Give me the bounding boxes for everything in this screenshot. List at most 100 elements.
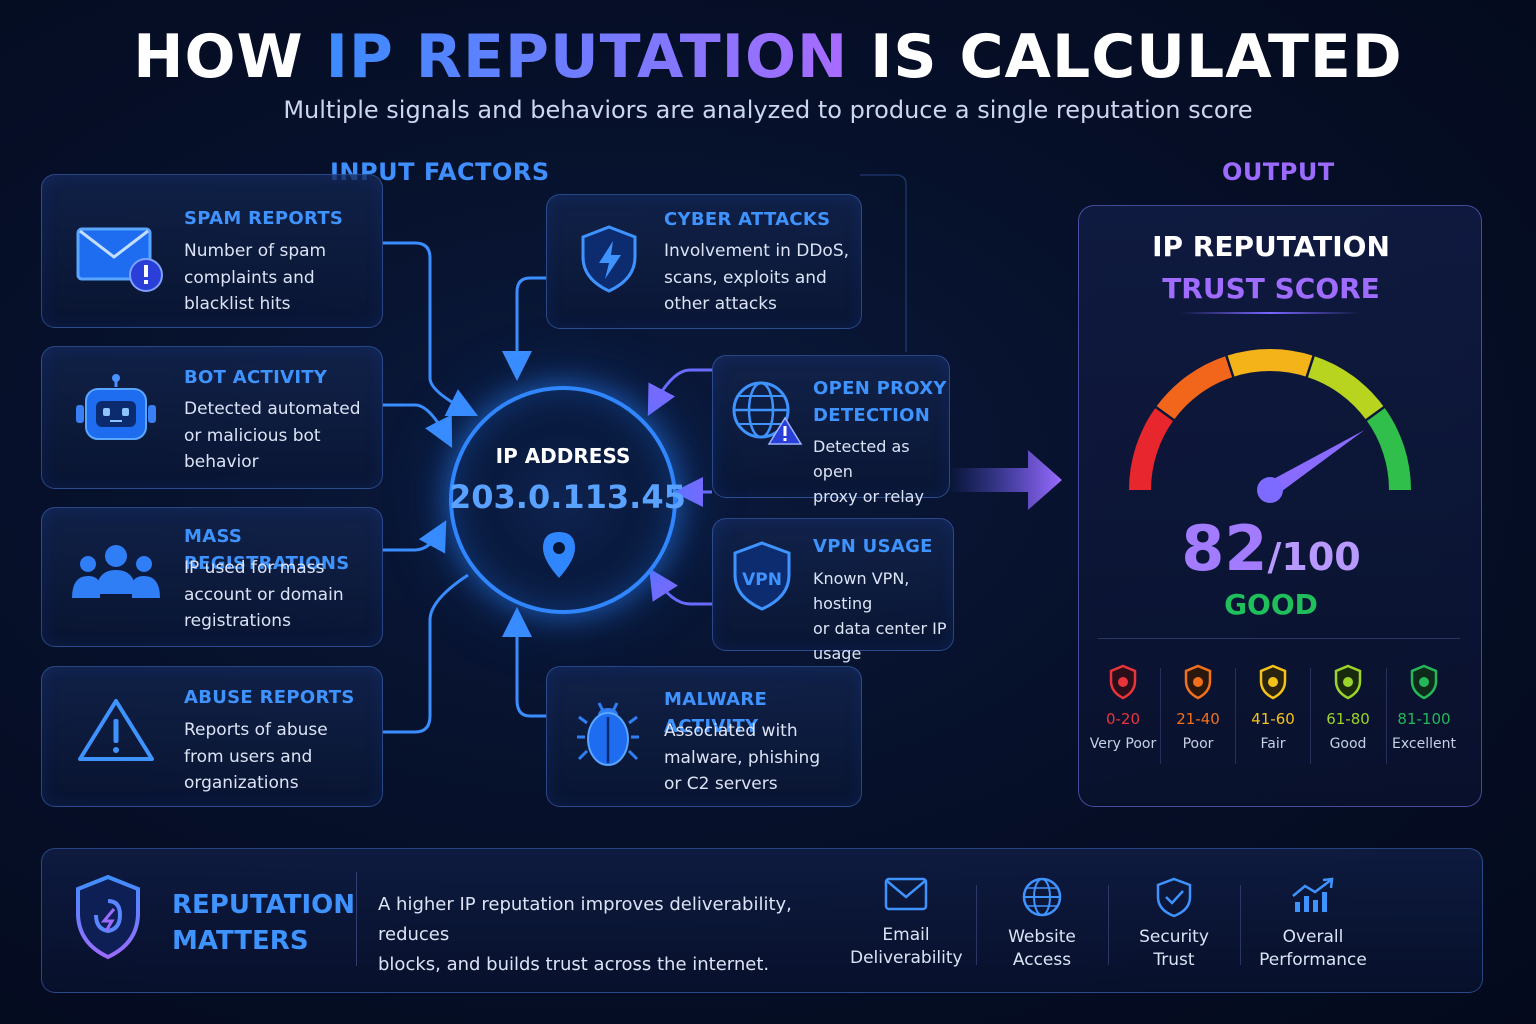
footer-text: A higher IP reputation improves delivera…: [378, 894, 792, 975]
factor-title: ABUSE REPORTS: [184, 687, 355, 708]
gauge-segment: [1155, 355, 1234, 421]
shield-check-icon: [1156, 877, 1192, 918]
factor-desc: Associated with malware, phishing or C2 se…: [664, 721, 821, 794]
gauge-segment: [1306, 355, 1385, 421]
robot-icon: [76, 374, 156, 440]
factor-card-cyber[interactable]: CYBER ATTACKS Involvement in DDoS, scans,…: [546, 194, 862, 329]
factor-title: MASS REGISTRATIONS: [184, 526, 350, 574]
benefit-label: Overall Performance: [1259, 927, 1367, 970]
factor-desc: Involvement in DDoS, scans, exploits and o…: [664, 241, 850, 314]
score-band-fair: 41-60 Fair: [1236, 664, 1310, 752]
envelope-warning-icon: [76, 227, 163, 292]
factor-title: BOT ACTIVITY: [184, 367, 328, 388]
connector-proxy: [647, 368, 712, 416]
band-shield-icon: [1334, 664, 1362, 700]
factor-title: VPN USAGE: [813, 536, 933, 557]
globe-icon: [1022, 877, 1062, 917]
envelope-icon: [884, 877, 928, 911]
band-shield-icon: [1109, 664, 1137, 700]
ip-address-label: IP ADDRESS: [495, 444, 631, 468]
band-shield-icon: [1184, 664, 1212, 700]
gauge-segment: [1129, 407, 1174, 491]
score-band-excellent: 81-100 Excellent: [1387, 664, 1461, 752]
benefit-label: Email Deliverability: [850, 925, 963, 968]
output-arrow: [948, 450, 1062, 510]
factor-desc: Number of spam complaints and blacklist hi…: [184, 241, 327, 314]
footer-panel: [41, 848, 1483, 993]
warning-triangle-icon: [78, 699, 154, 761]
users-group-icon: [72, 545, 160, 598]
factor-card-spam[interactable]: SPAM REPORTS Number of spam complaints an…: [41, 174, 383, 328]
footer-divider: [356, 872, 357, 966]
connector-mass: [383, 520, 447, 554]
factor-title: CYBER ATTACKS: [664, 209, 831, 230]
output-title: IP REPUTATION: [1152, 230, 1390, 263]
factor-desc: Known VPN, hosting or data center IP usage: [813, 569, 947, 663]
score-max: /100: [1267, 535, 1361, 579]
shield-lock-icon: [76, 874, 140, 960]
band-label: Excellent: [1392, 736, 1456, 752]
score-value: 82: [1181, 512, 1268, 585]
output-panel: [1078, 205, 1482, 807]
connector-bot: [383, 403, 453, 449]
benefit-label: Website Access: [1008, 927, 1076, 970]
gauge-needle-hub: [1257, 477, 1283, 503]
benefit-website-access: Website Access: [990, 876, 1094, 972]
ip-address-value: 203.0.113.45: [449, 478, 686, 516]
score-band-very-poor: 0-20 Very Poor: [1086, 664, 1160, 752]
location-pin-icon: [543, 532, 575, 578]
factor-card-malware[interactable]: MALWARE ACTIVITY Associated with malware,…: [546, 666, 862, 807]
output-underline: [1180, 312, 1360, 314]
globe-warning-icon: [732, 381, 803, 445]
factor-card-abuse[interactable]: ABUSE REPORTS Reports of abuse from users…: [41, 666, 383, 807]
gauge-needle: [1265, 429, 1365, 497]
vpn-shield-icon: VPN: [733, 541, 791, 611]
page-subtitle: Multiple signals and behaviors are analy…: [283, 96, 1253, 124]
band-range: 81-100: [1397, 710, 1451, 728]
factor-card-vpn[interactable]: VPN VPN USAGE Known VPN, hosting or data …: [712, 518, 954, 663]
band-range: 41-60: [1251, 710, 1295, 728]
connector-vpn: [649, 568, 712, 606]
benefit-email-deliverability: Email Deliverability: [850, 876, 963, 970]
ip-address-hub: [449, 386, 677, 614]
factor-title: OPEN PROXY DETECTION: [813, 378, 947, 426]
band-range: 61-80: [1326, 710, 1370, 728]
band-range: 21-40: [1176, 710, 1220, 728]
band-range: 0-20: [1105, 710, 1141, 728]
factor-card-bot[interactable]: BOT ACTIVITY Detected automated or malici…: [41, 346, 383, 489]
gauge-segment: [1226, 349, 1314, 377]
footer-title: REPUTATION MATTERS: [172, 890, 356, 956]
factor-card-proxy[interactable]: OPEN PROXY DETECTION Detected as open prox…: [712, 355, 950, 506]
bug-icon: [577, 702, 639, 766]
shield-lightning-icon: [581, 225, 637, 293]
benefit-overall-performance: Overall Performance: [1254, 876, 1372, 972]
gauge-segment-divider: [1224, 354, 1235, 379]
factor-desc: Detected as open proxy or relay: [813, 437, 924, 506]
gauge-segment-divider: [1154, 405, 1176, 422]
band-label: Good: [1329, 736, 1367, 752]
section-label-output: OUTPUT: [1222, 158, 1335, 186]
connector-malware: [502, 607, 546, 718]
output-subtitle: TRUST SCORE: [1162, 272, 1380, 305]
title-prefix: HOW: [133, 22, 326, 92]
title-suffix: IS CALCULATED: [848, 22, 1403, 92]
gauge-segment-divider: [1364, 405, 1386, 422]
score-band-poor: 21-40 Poor: [1161, 664, 1235, 752]
factor-card-mass[interactable]: MASS REGISTRATIONS IP used for mass accou…: [41, 507, 383, 647]
benefit-security-trust: Security Trust: [1124, 876, 1224, 972]
gauge-segment: [1366, 407, 1411, 491]
svg-text:VPN: VPN: [742, 570, 782, 590]
output-divider: [1098, 638, 1460, 639]
band-label: Poor: [1182, 736, 1214, 752]
connector-abuse: [383, 573, 469, 734]
trust-score-gauge: [1129, 349, 1411, 503]
score-display: 82/100: [1078, 512, 1464, 585]
band-label: Fair: [1260, 736, 1286, 752]
factor-title: MALWARE ACTIVITY: [664, 689, 768, 737]
chart-growth-icon: [1292, 877, 1334, 912]
factor-desc: Detected automated or malicious bot behavi…: [184, 399, 361, 472]
band-shield-icon: [1410, 664, 1438, 700]
band-shield-icon: [1259, 664, 1287, 700]
score-band-good: 61-80 Good: [1311, 664, 1385, 752]
